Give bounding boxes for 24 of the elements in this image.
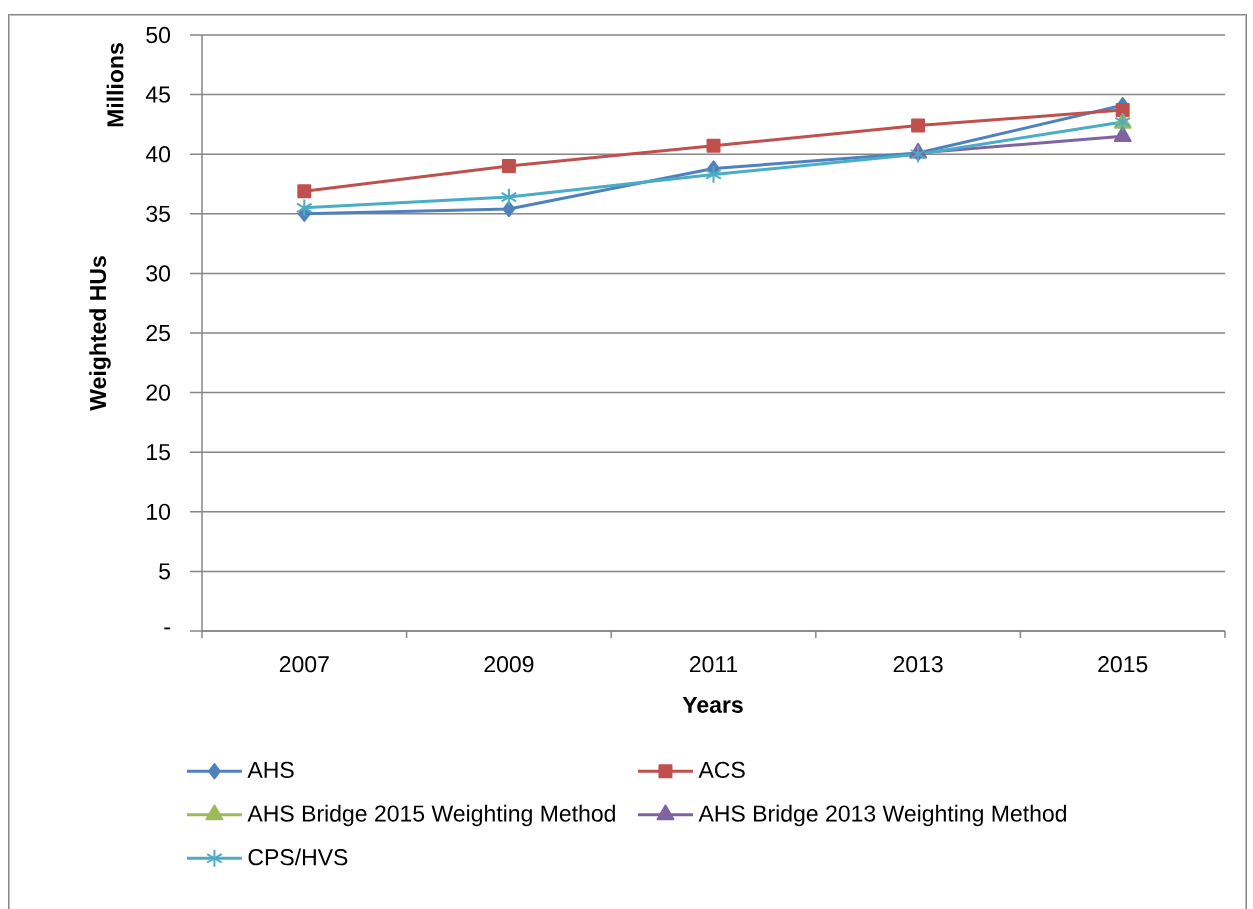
legend-label: AHS	[247, 761, 294, 779]
x-tick-label: 2013	[893, 656, 943, 673]
x-tick-label: 2011	[689, 656, 738, 673]
legend-label: ACS	[698, 761, 745, 779]
y-tick-label: 10	[147, 503, 171, 520]
legend-label: CPS/HVS	[248, 848, 348, 866]
legend-label: AHS Bridge 2015 Weighting Method	[247, 804, 615, 827]
y-tick-label: 15	[147, 444, 170, 461]
x-tick-label: 2009	[484, 656, 534, 673]
y-tick-label: 20	[146, 384, 171, 401]
x-tick-label: 2015	[1098, 656, 1148, 673]
y-axis-title: Weighted HUs	[89, 256, 111, 411]
y-tick-label: 50	[146, 26, 171, 44]
y-tick-label: 5	[159, 563, 170, 580]
y-tick-label: 45	[145, 86, 170, 103]
legend-label: AHS Bridge 2013 Weighting Method	[698, 804, 1066, 827]
text: Millions	[106, 43, 124, 127]
y-tick-label: 30	[146, 265, 171, 282]
y-tick-label: -	[164, 627, 170, 630]
y-tick-label: 35	[146, 205, 170, 222]
y-tick-label: 25	[146, 324, 170, 342]
y-tick-label: 40	[145, 146, 171, 163]
x-axis-title: Years	[682, 696, 743, 713]
x-tick-label: 2007	[279, 656, 329, 673]
